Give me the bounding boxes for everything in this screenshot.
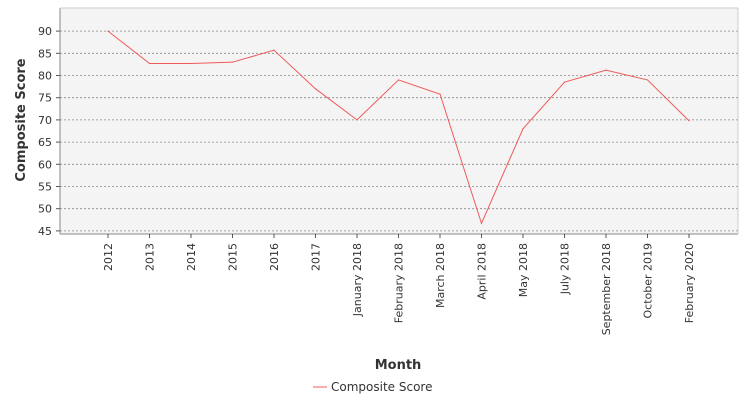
data-point [688,120,690,122]
x-tick-label: 2012 [102,243,115,271]
x-axis-title: Month [375,358,422,373]
x-tick-label: September 2018 [600,243,613,335]
data-point [273,49,275,51]
data-point [605,69,607,71]
x-tick-label: 2017 [310,243,323,271]
y-tick-label: 75 [38,92,52,105]
x-tick-label: February 2018 [393,243,406,323]
plot-area [60,8,738,234]
data-point [480,222,483,224]
x-tick-label: July 2018 [559,243,572,295]
x-tick-label: March 2018 [434,243,447,308]
y-tick-label: 50 [38,203,52,216]
data-point [522,128,524,130]
y-tick-label: 65 [38,136,52,149]
y-tick-label: 90 [38,25,52,38]
y-tick-label: 55 [38,180,52,193]
y-axis-title: Composite Score [14,58,29,181]
y-tick-label: 60 [38,158,52,171]
data-point [107,30,109,32]
x-tick-label: 2015 [227,243,240,271]
x-tick-label: October 2019 [642,243,655,319]
data-point [356,119,358,121]
legend-label: Composite Score [331,380,432,394]
data-point [397,79,400,81]
y-tick-label: 70 [38,114,52,127]
data-point [646,79,649,81]
x-tick-label: May 2018 [517,243,530,297]
x-tick-label: January 2018 [351,243,364,317]
y-axis-ticks: 45 50 55 60 65 70 75 80 85 90 [38,25,60,238]
x-tick-label: 2013 [144,243,157,271]
data-point [563,81,566,83]
grid-lines [60,30,738,232]
y-tick-label: 45 [38,225,52,238]
x-tick-label: 2016 [268,243,281,271]
data-point [190,62,192,65]
legend: Composite Score [313,380,432,394]
x-tick-label: 2014 [185,243,198,271]
x-axis-ticks: 2012 2013 2014 2015 2016 2017 January 2018 Febr… [102,234,696,335]
series-group [107,30,690,225]
x-tick-label: February 2020 [683,243,696,323]
y-tick-label: 85 [38,47,52,60]
data-point [314,88,317,90]
data-point [439,93,441,95]
y-tick-label: 80 [38,69,52,82]
data-point [231,61,234,63]
x-tick-label: April 2018 [476,243,489,300]
data-point [148,62,151,65]
